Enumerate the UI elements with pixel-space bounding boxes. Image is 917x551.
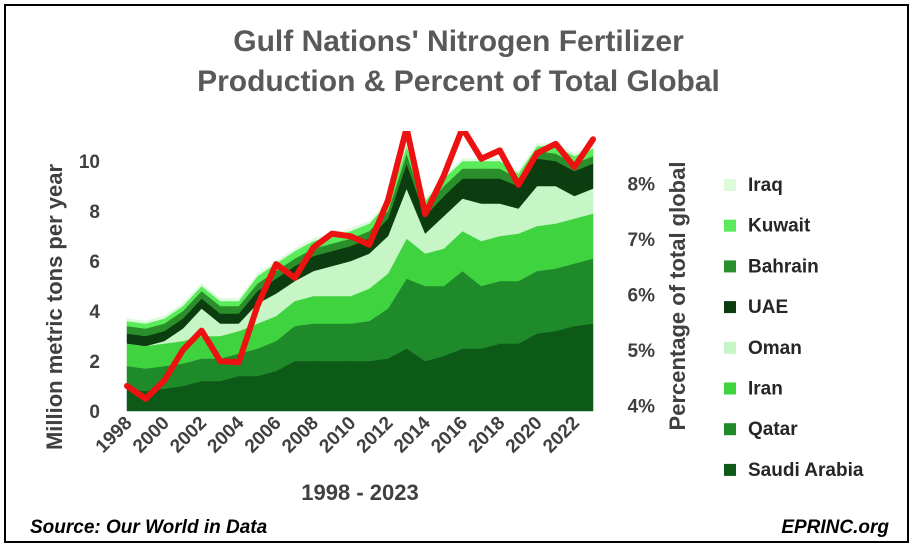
- legend-label: Iran: [748, 379, 783, 400]
- y-tick-label: 4: [89, 302, 100, 323]
- source-credit: Source: Our World in Data: [30, 517, 268, 538]
- percent-line-group: [110, 100, 610, 402]
- legend-label: Kuwait: [748, 216, 811, 237]
- x-axis-title: 1998 - 2023: [301, 480, 418, 505]
- y2-tick-label: 6%: [628, 286, 656, 307]
- brand-credit: EPRINC.org: [781, 517, 889, 538]
- x-tick-label: 2010: [315, 413, 360, 458]
- x-axis-ticks: 1998200020022004200620082010201220142016…: [92, 412, 584, 457]
- x-tick-label: 2018: [465, 413, 510, 458]
- legend-swatch: [724, 179, 736, 191]
- y-tick-label: 2: [89, 352, 100, 373]
- y-tick-label: 8: [89, 202, 100, 223]
- legend-label: Qatar: [748, 419, 798, 440]
- y2-tick-label: 7%: [628, 230, 656, 251]
- x-tick-label: 2012: [353, 413, 398, 458]
- y2-axis-title: Percentage of total global: [665, 162, 690, 431]
- legend-swatch: [724, 301, 736, 314]
- stacked-areas: [126, 142, 594, 412]
- legend-swatch: [724, 260, 736, 273]
- x-tick-label: 2022: [539, 413, 584, 458]
- y2-tick-label: 4%: [628, 396, 656, 417]
- y-axis-title: Million metric tons per year: [42, 164, 67, 451]
- legend-swatch: [724, 423, 736, 436]
- x-tick-label: 2008: [278, 413, 323, 458]
- plot-top-mask: [110, 100, 610, 131]
- y2-tick-label: 8%: [628, 175, 656, 196]
- x-tick-label: 2002: [166, 413, 211, 458]
- legend: Iraq Kuwait Bahrain UAE Oman Iran Qatar Saudi A…: [724, 175, 864, 481]
- chart-title-line-2: Production & Percent of Total Global: [197, 65, 720, 98]
- x-tick-label: 2016: [427, 413, 472, 458]
- percent-global-line: [124, 125, 596, 402]
- x-tick-label: 2020: [502, 413, 547, 458]
- x-tick-label: 2006: [241, 413, 286, 458]
- x-tick-label: 2014: [390, 412, 435, 457]
- y-tick-label: 0: [89, 402, 100, 423]
- legend-swatch: [724, 341, 736, 354]
- left-axis-ticks: 0 2 4 6 8 10: [79, 152, 101, 423]
- x-tick-label: 2000: [129, 413, 174, 458]
- legend-swatch: [724, 219, 736, 232]
- legend-label: Bahrain: [748, 256, 819, 277]
- legend-swatch: [724, 382, 736, 395]
- chart-title-line-1: Gulf Nations' Nitrogen Fertilizer: [233, 25, 684, 58]
- y2-tick-label: 5%: [628, 341, 656, 362]
- x-tick-label: 2004: [204, 412, 249, 457]
- legend-label: Iraq: [748, 175, 783, 196]
- right-axis-ticks: 4% 5% 6% 7% 8%: [628, 175, 656, 418]
- y-tick-label: 6: [89, 252, 100, 273]
- legend-label: Oman: [748, 338, 802, 359]
- legend-label: Saudi Arabia: [748, 460, 864, 481]
- legend-label: UAE: [748, 297, 788, 318]
- area-iraq: [126, 142, 594, 324]
- legend-swatch: [724, 463, 736, 476]
- y-tick-label: 10: [79, 152, 100, 173]
